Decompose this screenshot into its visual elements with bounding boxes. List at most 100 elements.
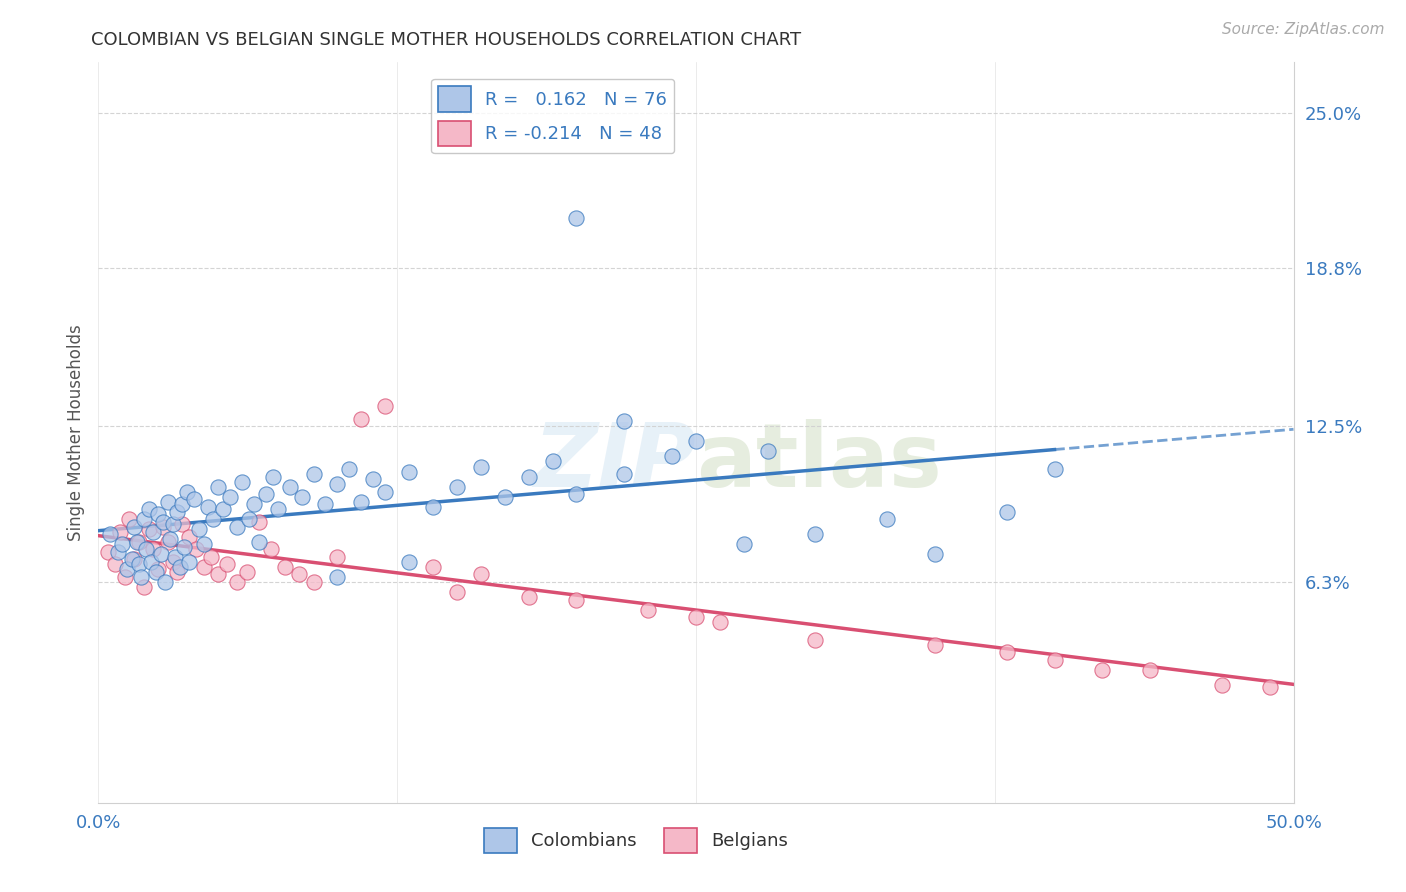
Point [193,537,215,551]
Point [176,484,198,499]
Point [446,479,468,493]
Point [235,565,257,579]
Point [142,542,165,557]
Point [1139,663,1161,677]
Point [259,542,281,557]
Point [162,555,184,569]
Point [152,515,174,529]
Point [179,530,201,544]
Point [111,537,134,551]
Point [262,469,284,483]
Point [995,645,1018,659]
Point [517,590,540,604]
Point [159,533,181,547]
Point [138,522,160,536]
Point [470,567,492,582]
Point [247,515,270,529]
Point [804,632,827,647]
Text: Source: ZipAtlas.com: Source: ZipAtlas.com [1222,22,1385,37]
Point [613,467,636,481]
Point [139,555,162,569]
Point [108,524,131,539]
Point [226,574,249,589]
Point [733,537,755,551]
Point [374,484,396,499]
Point [422,560,444,574]
Point [398,465,420,479]
Point [193,560,215,574]
Point [326,570,349,584]
Point [238,512,260,526]
Point [339,462,361,476]
Point [142,524,165,539]
Point [470,459,492,474]
Point [924,547,946,561]
Point [107,545,129,559]
Point [288,567,311,582]
Point [326,549,349,564]
Point [302,574,325,589]
Point [267,502,290,516]
Point [162,517,184,532]
Point [1043,653,1066,667]
Point [565,487,588,501]
Point [98,527,122,541]
Text: ZIP: ZIP [533,418,696,506]
Point [446,585,468,599]
Point [278,479,301,493]
Point [156,534,179,549]
Point [350,494,373,508]
Point [124,552,146,566]
Point [685,434,707,449]
Point [756,444,779,458]
Point [124,520,146,534]
Point [104,558,127,572]
Point [231,475,253,489]
Point [145,565,167,579]
Point [1258,681,1281,695]
Point [125,534,148,549]
Point [995,505,1018,519]
Point [541,454,564,468]
Point [115,562,138,576]
Point [166,505,188,519]
Point [685,610,707,624]
Point [1091,663,1114,677]
Point [207,479,229,493]
Point [217,558,239,572]
Point [565,211,588,225]
Point [924,638,946,652]
Point [128,534,150,549]
Point [350,412,373,426]
Text: COLOMBIAN VS BELGIAN SINGLE MOTHER HOUSEHOLDS CORRELATION CHART: COLOMBIAN VS BELGIAN SINGLE MOTHER HOUSE… [91,31,801,49]
Point [179,555,201,569]
Point [1211,678,1233,692]
Point [398,555,420,569]
Point [709,615,731,629]
Point [114,570,136,584]
Text: atlas: atlas [696,418,942,506]
Point [135,542,157,557]
Point [132,512,155,526]
Y-axis label: Single Mother Households: Single Mother Households [66,325,84,541]
Point [243,497,266,511]
Point [148,507,170,521]
Point [302,467,325,481]
Point [613,414,636,428]
Point [97,545,120,559]
Point [131,570,153,584]
Point [211,502,233,516]
Point [219,490,242,504]
Legend: Colombians, Belgians: Colombians, Belgians [477,821,796,861]
Point [363,472,385,486]
Point [326,477,349,491]
Point [274,560,297,574]
Point [152,520,174,534]
Point [128,558,150,572]
Point [247,534,270,549]
Point [156,494,179,508]
Point [173,540,195,554]
Point [169,560,191,574]
Point [149,547,172,561]
Point [155,574,177,589]
